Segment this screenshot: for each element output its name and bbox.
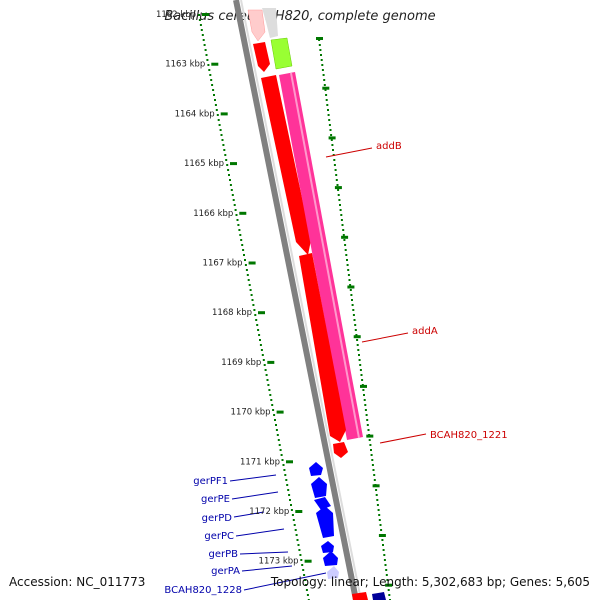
kbp-label: 1162 kbp [156, 10, 196, 20]
leader-line [361, 332, 409, 343]
major-tick-right [360, 384, 367, 388]
gene-arrow-gerPD[interactable] [314, 497, 331, 510]
tick-track-right [316, 37, 393, 600]
leader-line [239, 551, 289, 555]
major-tick-left [304, 559, 312, 563]
gene-label[interactable]: gerPF1 [193, 476, 228, 487]
kbp-label: 1163 kbp [165, 60, 205, 70]
leader-line [241, 565, 293, 572]
leader-line [229, 474, 277, 482]
gene-arrow-addA-red[interactable] [299, 253, 346, 442]
gene-arrow-bottom-navy[interactable] [372, 592, 386, 600]
major-tick-left [295, 510, 303, 513]
gene-arrow-gerPC[interactable] [316, 506, 334, 538]
major-tick-left [220, 112, 228, 116]
major-tick-right [372, 484, 380, 488]
major-tick-left [267, 360, 275, 364]
major-tick-right [328, 136, 336, 140]
major-tick-right [316, 37, 323, 40]
genome-backbone-highlight [240, 0, 362, 600]
leader-line [243, 572, 327, 591]
leader-line [233, 511, 265, 518]
kbp-label: 1170 kbp [231, 408, 271, 418]
major-tick-left [202, 13, 209, 16]
gene-arrow-gerPE[interactable] [311, 477, 327, 498]
kbp-label: 1166 kbp [193, 209, 233, 219]
leader-line [379, 433, 427, 444]
major-tick-left [239, 211, 247, 215]
gene-arrow-top-gray[interactable] [262, 8, 278, 38]
genome-backbone [233, 0, 359, 600]
major-tick-right [322, 86, 330, 90]
major-tick-left [276, 410, 284, 414]
major-tick-right [334, 186, 342, 190]
gene-labels-right: addB addA BCAH820_1221 [325, 141, 508, 444]
major-tick-left [248, 261, 256, 265]
kbp-label: 1168 kbp [212, 308, 252, 318]
major-tick-right [341, 235, 349, 239]
gene-arrow-gerPA[interactable] [323, 551, 338, 566]
major-tick-left [258, 311, 265, 315]
gene-label[interactable]: gerPC [204, 531, 234, 542]
gene-label[interactable]: gerPB [208, 549, 238, 560]
leader-line [235, 528, 285, 537]
major-tick-left [230, 162, 237, 166]
major-tick-right [385, 583, 393, 587]
gene-arrow-top-pink[interactable] [247, 9, 266, 42]
kbp-label: 1171 kbp [240, 457, 280, 467]
gene-arrow-bcah820-1221[interactable] [333, 442, 348, 458]
leader-line [231, 491, 279, 500]
accession-text: Accession: NC_011773 [9, 575, 146, 589]
gene-label[interactable]: BCAH820_1221 [430, 430, 508, 441]
genome-summary-text: Topology: linear; Length: 5,302,683 bp; … [270, 575, 590, 589]
kbp-label: 1169 kbp [221, 358, 261, 368]
gene-label[interactable]: addA [412, 326, 438, 337]
gene-arrow-addB-red[interactable] [261, 75, 311, 255]
tick-track-left [198, 13, 312, 600]
gene-label[interactable]: gerPE [201, 494, 230, 505]
major-tick-right [378, 534, 386, 537]
gene-label[interactable]: addB [376, 141, 402, 152]
kbp-label: 1165 kbp [184, 159, 224, 169]
kbp-label: 1167 kbp [203, 259, 243, 269]
gene-labels-left: gerPF1 gerPE gerPD gerPC gerPB gerPA BCAH820_1… [164, 474, 327, 596]
gene-arrow-bottom-red[interactable] [352, 592, 368, 600]
leader-line [325, 147, 373, 158]
kbp-labels: 1162 kbp 1163 kbp 1164 kbp 1165 kbp 1166 kbp… [156, 10, 299, 567]
gene-arrow-addA-pink-edge [290, 72, 360, 439]
gene-arrow-green[interactable] [270, 37, 293, 70]
kbp-label: 1173 kbp [259, 557, 299, 567]
gene-arrow-gerPB[interactable] [321, 541, 334, 553]
major-tick-left [286, 460, 293, 464]
gene-label[interactable]: BCAH820_1228 [164, 585, 242, 596]
kbp-label: 1172 kbp [249, 507, 289, 517]
major-tick-left [211, 62, 219, 66]
major-tick-right [347, 285, 355, 289]
map-title: Bacillus cereus AH820, complete genome [164, 9, 436, 24]
major-tick-right [366, 434, 374, 438]
gene-label[interactable]: gerPA [211, 566, 240, 577]
gene-arrow-gerPF1[interactable] [309, 462, 323, 476]
major-tick-right [353, 335, 361, 339]
gene-arrow-red-small[interactable] [253, 42, 270, 72]
gene-arrow-bottom-lavender[interactable] [327, 566, 339, 579]
gene-label[interactable]: gerPD [202, 513, 233, 524]
kbp-label: 1164 kbp [175, 109, 215, 119]
